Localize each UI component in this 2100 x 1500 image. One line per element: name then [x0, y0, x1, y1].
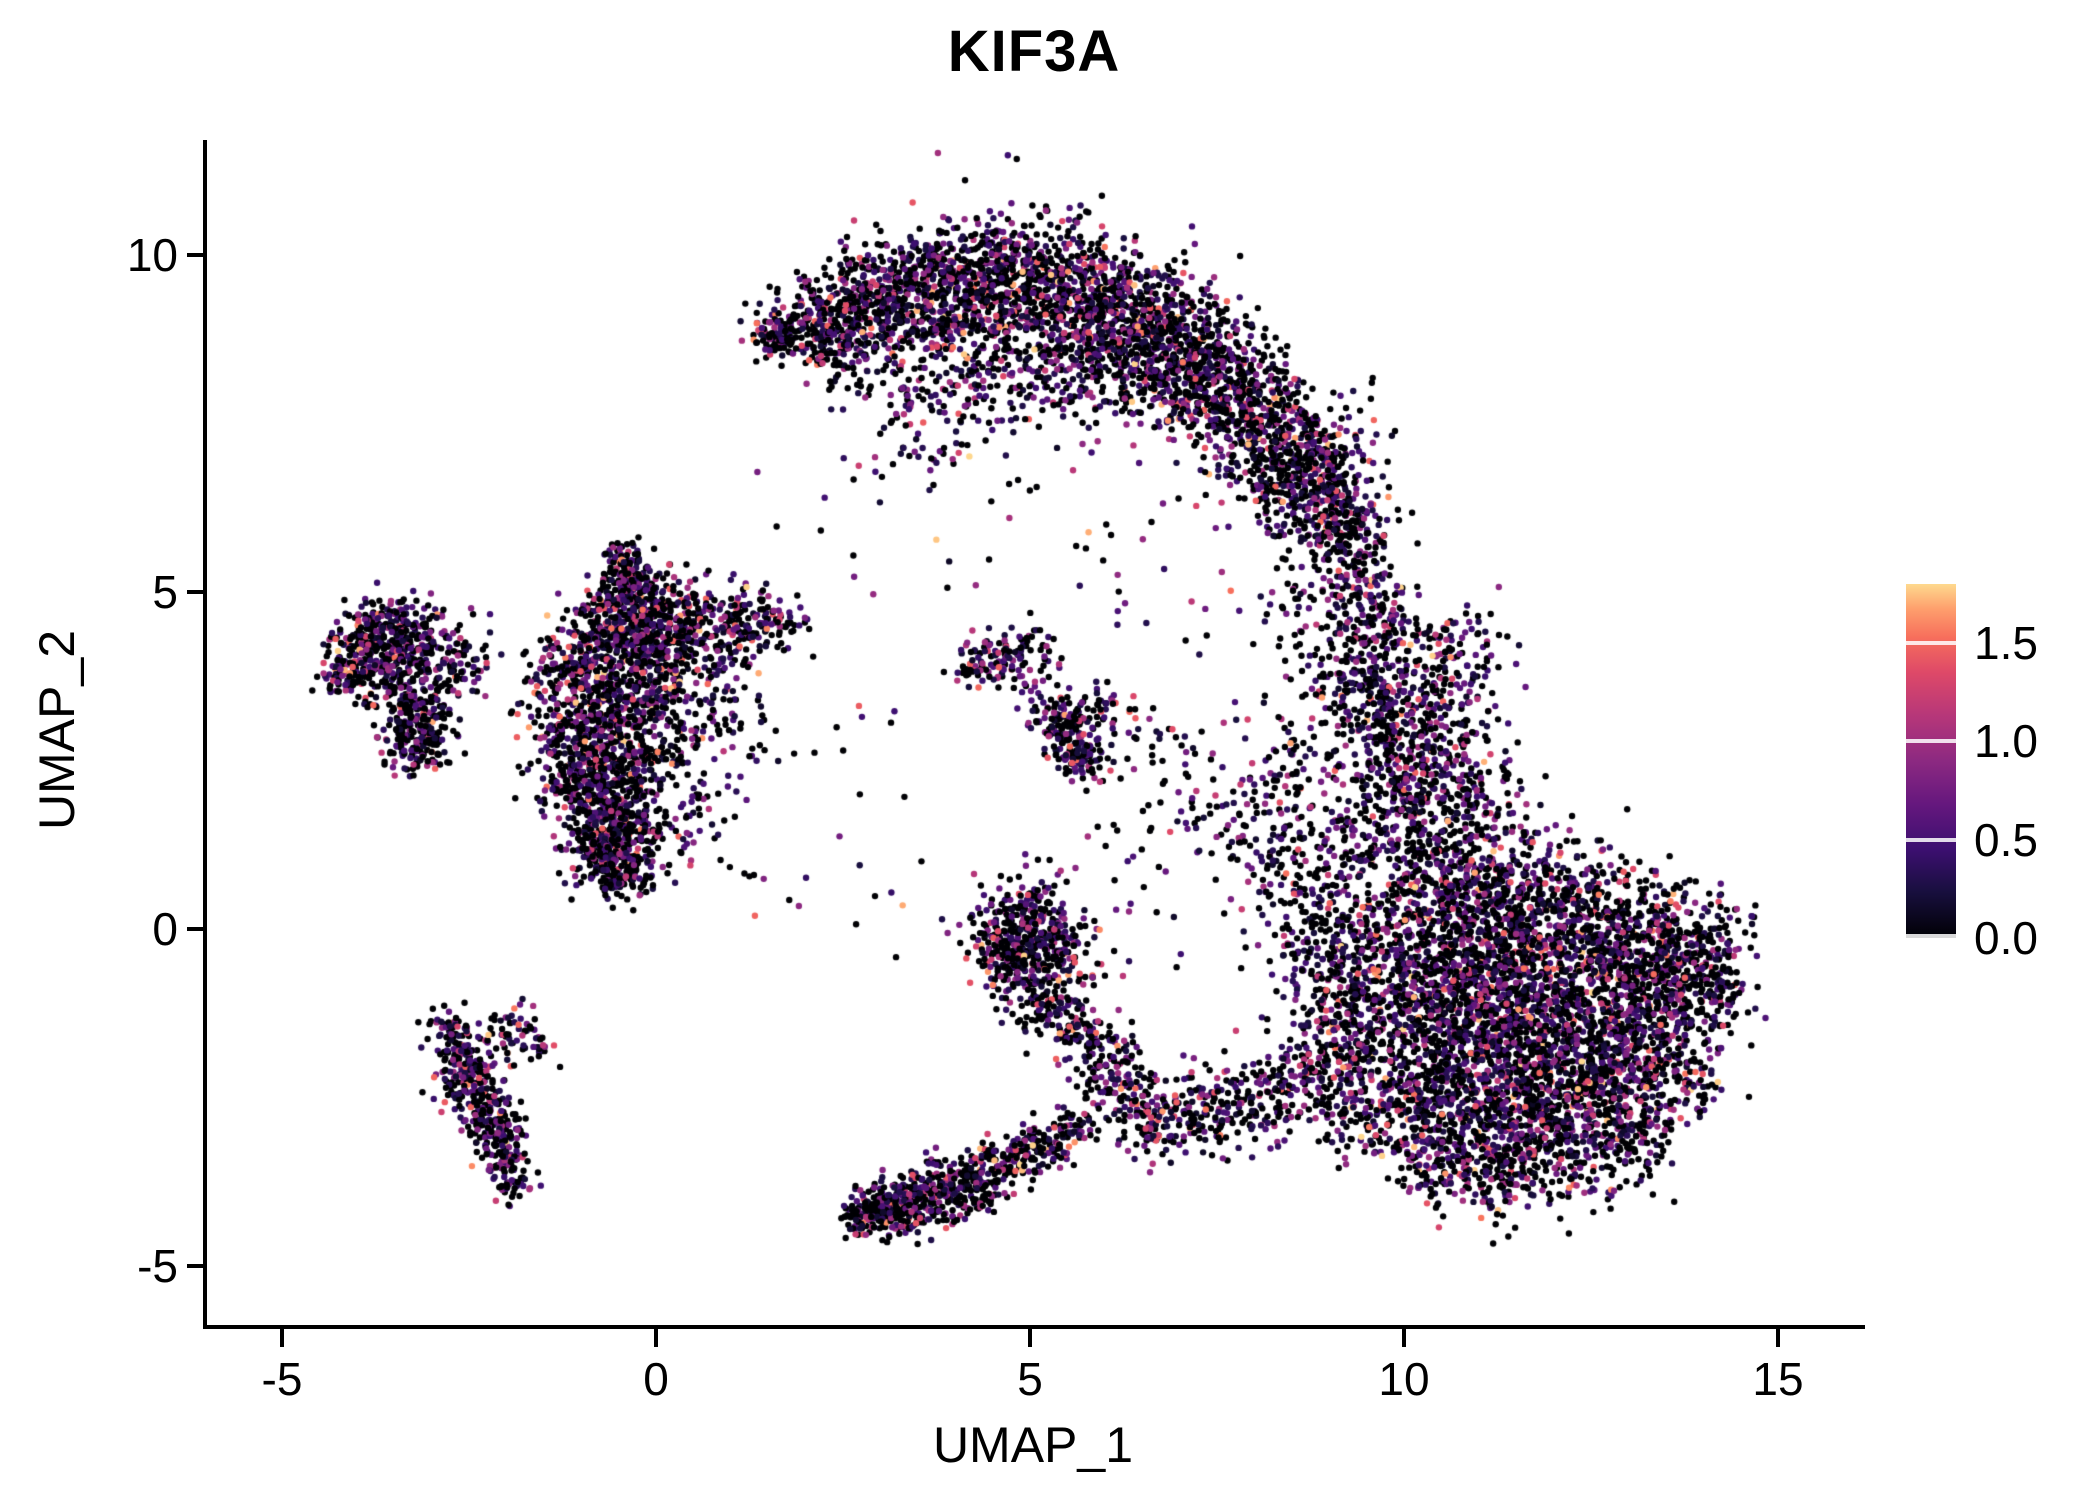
colorbar-gradient — [1906, 584, 1956, 938]
x-tick-mark — [1028, 1329, 1032, 1347]
colorbar — [1906, 584, 1956, 938]
colorbar-tick-label: 0.5 — [1974, 813, 2038, 866]
y-tick-mark — [187, 1264, 204, 1268]
y-axis-label: UMAP_2 — [29, 629, 85, 831]
colorbar-tick-mark — [1906, 837, 1956, 842]
x-axis-label: UMAP_1 — [932, 1417, 1134, 1473]
x-tick-label: 10 — [1378, 1353, 1430, 1405]
y-tick-label: 5 — [152, 566, 178, 618]
y-tick-mark — [187, 253, 204, 257]
y-tick-mark — [187, 927, 204, 931]
x-axis-line — [203, 1325, 1865, 1329]
y-tick-label: 0 — [152, 903, 178, 955]
y-tick-label: -5 — [137, 1240, 178, 1292]
colorbar-tick-mark — [1906, 934, 1956, 938]
x-tick-label: 0 — [643, 1353, 669, 1405]
x-tick-label: -5 — [261, 1353, 303, 1405]
colorbar-tick-mark — [1906, 641, 1956, 645]
y-axis-line — [203, 140, 207, 1329]
colorbar-tick-label: 0.0 — [1974, 912, 2038, 964]
y-tick-label: 10 — [126, 229, 178, 281]
x-tick-mark — [280, 1329, 284, 1347]
plot-title: KIF3A — [947, 19, 1121, 84]
x-tick-mark — [1776, 1329, 1780, 1347]
x-tick-label: 5 — [1017, 1353, 1043, 1405]
x-tick-mark — [654, 1329, 658, 1347]
y-tick-mark — [187, 590, 204, 594]
colorbar-tick-label: 1.5 — [1974, 617, 2038, 669]
x-tick-label: 15 — [1752, 1353, 1804, 1405]
colorbar-tick-mark — [1906, 739, 1956, 744]
x-tick-mark — [1402, 1329, 1406, 1347]
colorbar-tick-label: 1.0 — [1974, 715, 2038, 768]
